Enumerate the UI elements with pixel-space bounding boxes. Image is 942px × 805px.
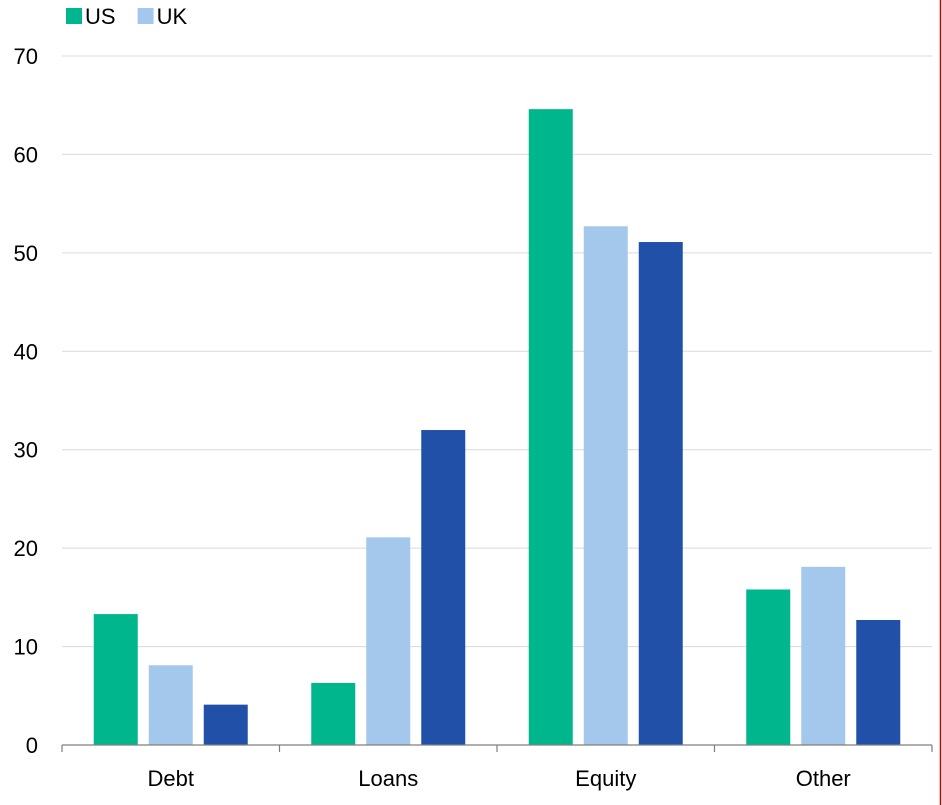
y-tick-label: 20 xyxy=(14,536,38,561)
y-tick-label: 50 xyxy=(14,241,38,266)
bar xyxy=(148,665,193,745)
bar xyxy=(583,226,628,745)
x-tick-label: Loans xyxy=(358,766,418,791)
y-axis: 0 10 20 30 40 50 60 70 xyxy=(14,44,38,758)
legend-swatch xyxy=(66,8,82,24)
x-tick-label: Debt xyxy=(148,766,194,791)
y-tick-label: 10 xyxy=(14,635,38,660)
bar xyxy=(93,614,138,745)
y-tick-label: 70 xyxy=(14,44,38,69)
bar xyxy=(746,589,791,745)
bar xyxy=(203,704,248,745)
x-tick-label: Other xyxy=(796,766,851,791)
y-tick-label: 40 xyxy=(14,339,38,364)
bar xyxy=(421,430,466,745)
legend-swatch xyxy=(137,8,154,24)
y-tick-label: 30 xyxy=(14,438,38,463)
y-tick-label: 0 xyxy=(26,733,38,758)
bar xyxy=(801,566,846,745)
x-tick-label: Equity xyxy=(575,766,636,791)
bar xyxy=(366,537,411,745)
y-tick-label: 60 xyxy=(14,142,38,167)
bar xyxy=(528,109,573,745)
legend-label: US xyxy=(85,4,116,29)
bars xyxy=(93,109,901,745)
bar xyxy=(311,682,356,745)
bar xyxy=(856,619,901,745)
legend-label: UK xyxy=(157,4,188,29)
bar xyxy=(638,242,683,745)
x-axis: Debt Loans Equity Other xyxy=(61,744,933,791)
legend: US UK xyxy=(66,4,187,29)
gridlines xyxy=(62,55,932,648)
